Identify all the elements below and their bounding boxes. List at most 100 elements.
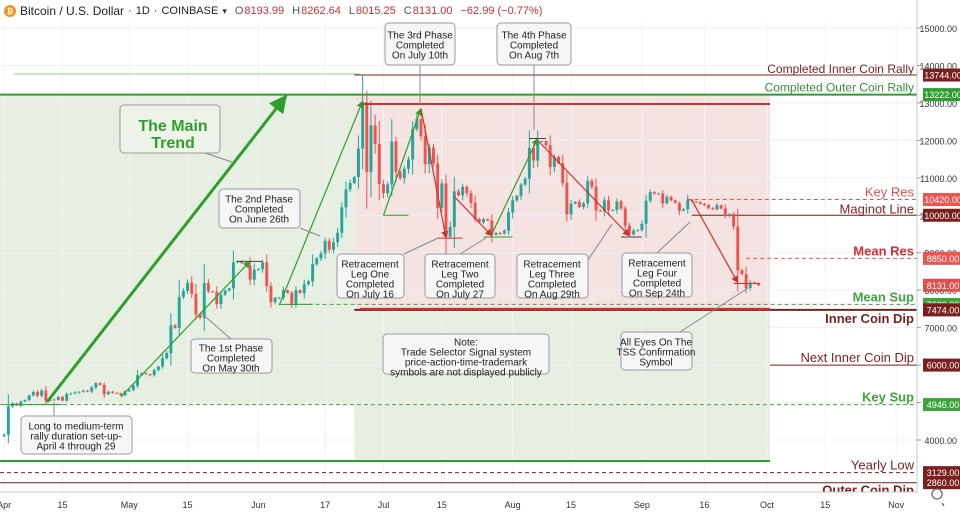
callout-text: Retracement xyxy=(431,260,488,271)
callout-text: On July 10th xyxy=(392,51,448,62)
open-label: O xyxy=(234,5,244,17)
callout-pointer xyxy=(199,311,232,340)
time-tick-label: May xyxy=(121,500,139,510)
time-tick-label: Jul xyxy=(378,500,390,510)
callout-text: price-action-time-trademark xyxy=(405,358,528,369)
ohlc-readout: O8193.99 H8262.64 L8015.25 C8131.00 −62.… xyxy=(235,5,543,17)
price-tick-label: 11000.00 xyxy=(920,174,957,184)
candle xyxy=(102,384,106,395)
chevron-down-icon[interactable]: ▾ xyxy=(222,5,227,16)
callout-text: Completed xyxy=(207,354,255,365)
price-tag xyxy=(923,278,960,292)
candle xyxy=(561,163,565,184)
callout-text: The 4th Phase xyxy=(501,31,566,42)
candle xyxy=(457,191,460,196)
phase-1-leg xyxy=(120,260,251,398)
candle xyxy=(573,201,577,204)
level-label: Mean Res xyxy=(853,243,914,258)
candle xyxy=(65,393,69,401)
candle xyxy=(331,242,335,250)
price-axis[interactable]: 4000.005000.006000.007000.008000.009000.… xyxy=(916,0,960,512)
callout-text: Completed xyxy=(528,280,576,291)
candle xyxy=(519,184,523,196)
candle xyxy=(302,284,306,294)
price-tag xyxy=(923,303,960,317)
candle xyxy=(436,163,440,208)
price-tag xyxy=(923,68,960,82)
change-value: −62.99 (−0.77%) xyxy=(460,5,543,17)
callout-text: On Sep 24th xyxy=(629,289,685,300)
consolidation-zone xyxy=(354,309,770,461)
timeframe-label[interactable]: 1D xyxy=(135,5,150,17)
level-label: Mean Sup xyxy=(853,289,914,304)
callout-text: Completed xyxy=(436,280,484,291)
candle xyxy=(440,183,444,208)
time-tick-label: 15 xyxy=(820,500,830,510)
candle xyxy=(223,290,227,295)
candle xyxy=(444,183,448,237)
candle xyxy=(702,203,706,206)
callout-text: TSS Confirmation xyxy=(617,348,696,359)
zones xyxy=(0,94,770,461)
candle xyxy=(23,399,27,402)
candle xyxy=(315,258,319,265)
candle xyxy=(732,214,736,227)
candle xyxy=(348,183,352,190)
callout-pointer xyxy=(679,287,749,333)
price-tag-label: 8850.00 xyxy=(927,254,960,264)
time-tick-label: Jun xyxy=(251,500,266,510)
candle xyxy=(723,208,727,217)
callout-box xyxy=(621,252,693,298)
price-tag xyxy=(923,193,960,207)
callout-text: Retracement xyxy=(628,259,685,270)
candle xyxy=(465,186,469,194)
candle xyxy=(577,201,581,208)
symbol-name[interactable]: Bitcoin / U.S. Dollar xyxy=(20,4,125,18)
candle xyxy=(94,383,98,388)
time-tick-label: 15 xyxy=(183,500,193,510)
price-tick-label: 4000.00 xyxy=(924,436,957,446)
price-tag xyxy=(923,251,960,265)
time-axis[interactable]: Apr 15 May 15 Jun 17 Jul 15 Aug 15 Sep 16 Oct 15 Nov xyxy=(0,488,945,512)
candle xyxy=(269,286,273,303)
candle xyxy=(173,325,177,329)
candle xyxy=(615,201,619,211)
price-tag-label: 8131.00 xyxy=(927,281,960,291)
candle xyxy=(590,180,594,187)
candle xyxy=(386,184,390,194)
phase-4-leg xyxy=(491,137,539,235)
candle xyxy=(86,390,89,392)
candle xyxy=(411,129,415,160)
high-value: 8262.64 xyxy=(301,5,341,17)
candle xyxy=(507,212,510,231)
candle xyxy=(552,156,556,167)
callout-box xyxy=(336,253,405,299)
candle xyxy=(211,291,215,293)
callout-text: On May 30th xyxy=(202,364,259,375)
candle xyxy=(532,147,535,161)
candle xyxy=(423,136,427,165)
candle xyxy=(598,210,602,212)
candle xyxy=(73,392,77,394)
candle xyxy=(636,230,640,232)
candle xyxy=(677,202,681,211)
candle xyxy=(161,358,165,367)
candle xyxy=(719,205,723,209)
candle xyxy=(165,353,169,359)
exchange-label[interactable]: COINBASE xyxy=(161,5,219,17)
candle xyxy=(298,290,302,294)
callout-pointer xyxy=(656,221,691,254)
callout-box xyxy=(218,188,301,229)
price-tick-label: 7000.00 xyxy=(924,324,957,334)
candle xyxy=(19,401,23,406)
callout-text: Note: xyxy=(454,338,478,349)
time-tick-label: 16 xyxy=(699,500,709,510)
candle xyxy=(344,189,348,208)
